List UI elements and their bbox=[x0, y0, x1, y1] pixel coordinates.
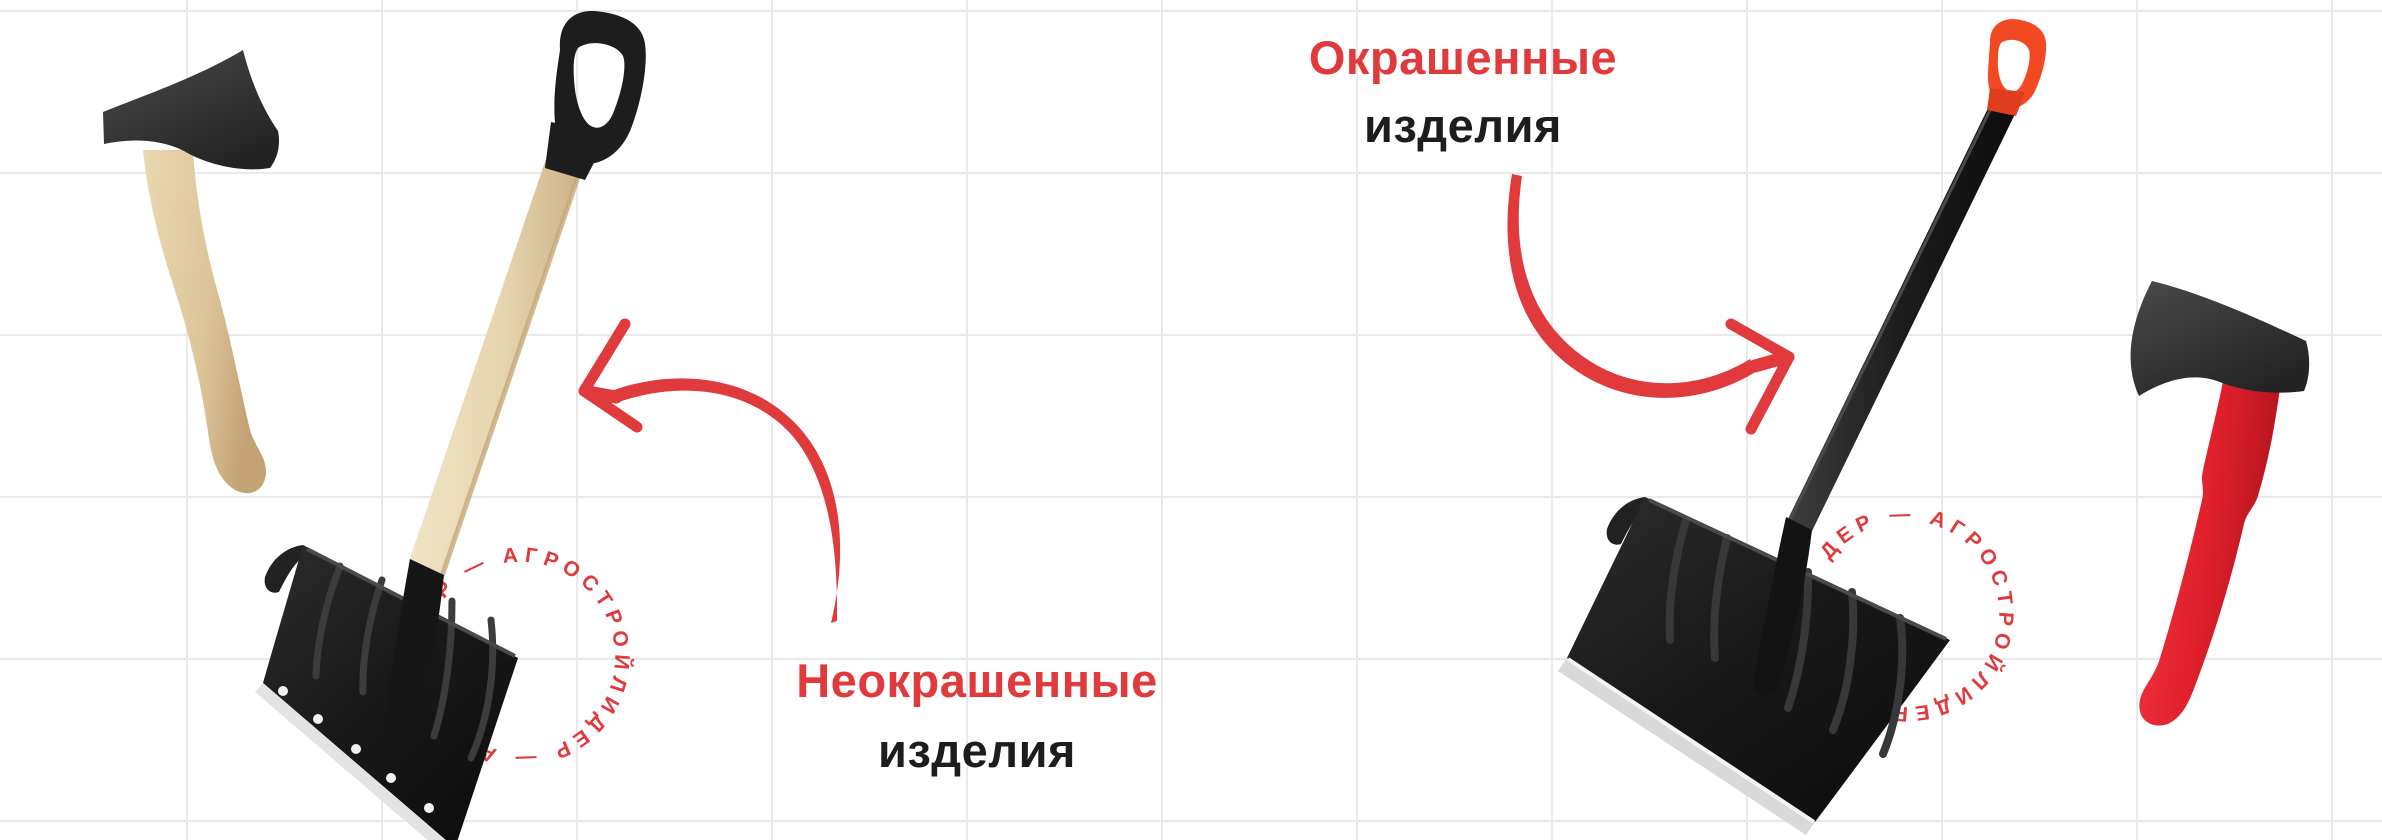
label-unpainted-products: Неокрашенные изделия bbox=[767, 646, 1187, 786]
label-painted-products: Окрашенные изделия bbox=[1253, 24, 1673, 160]
painted-shovel bbox=[1558, 19, 2047, 835]
scoop-rivets bbox=[278, 686, 434, 813]
grip-collar bbox=[545, 122, 609, 180]
painted-axe-handle bbox=[2139, 376, 2280, 726]
painted-shovel-shaft bbox=[1788, 102, 2015, 531]
unpainted-axe-head bbox=[103, 50, 280, 170]
scoop-socket bbox=[382, 559, 444, 751]
label-unpainted-line1: Неокрашенные bbox=[796, 654, 1158, 707]
painted-axe bbox=[2130, 281, 2310, 726]
shaft-shade bbox=[439, 170, 583, 577]
label-painted-line2: изделия bbox=[1364, 99, 1562, 152]
painted-shovel-grip bbox=[1988, 19, 2047, 109]
shaft-highlight bbox=[1788, 103, 1995, 521]
wear-strip-highlight bbox=[1566, 657, 1816, 824]
arrow-to-painted-shovel bbox=[1507, 174, 1795, 435]
label-unpainted-line2: изделия bbox=[878, 724, 1076, 777]
painted-axe-head bbox=[2130, 281, 2310, 396]
scoop-ribs bbox=[312, 562, 497, 762]
wear-strip bbox=[1558, 658, 1815, 835]
unpainted-shovel-shaft bbox=[408, 159, 580, 576]
unpainted-axe bbox=[103, 50, 280, 494]
label-painted-line1: Окрашенные bbox=[1308, 31, 1618, 84]
scoop-socket bbox=[1753, 517, 1812, 696]
unpainted-shovel-grip bbox=[554, 10, 646, 164]
wear-strip bbox=[255, 683, 446, 840]
unpainted-axe-handle bbox=[143, 150, 267, 494]
unpainted-shovel bbox=[255, 10, 646, 840]
scoop-ribs bbox=[1665, 516, 1907, 758]
arrow-to-unpainted-shovel bbox=[578, 318, 841, 623]
grip-collar-orange bbox=[1987, 88, 2025, 116]
